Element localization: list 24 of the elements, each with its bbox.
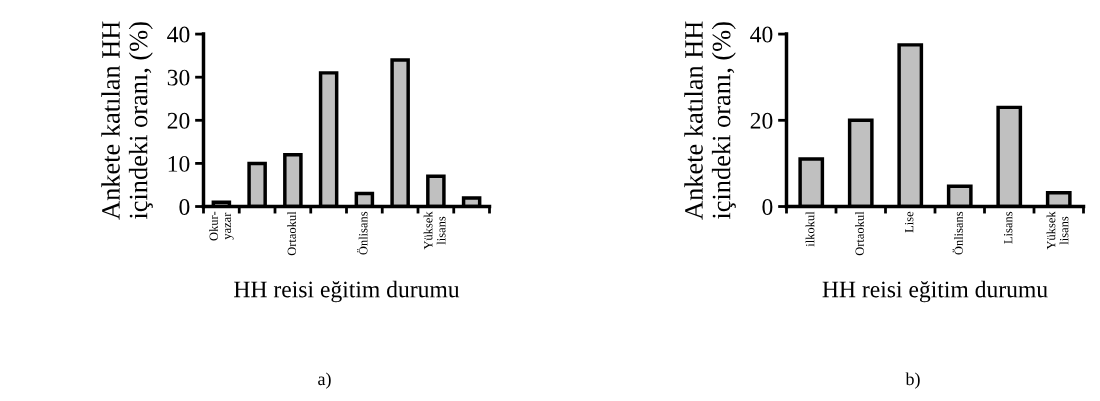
x-axis-title: HH reisi eğitim durumu (822, 280, 1048, 303)
x-tick-label: Yüksek lisans (423, 211, 446, 250)
x-tick-label: Ortaokul (287, 211, 296, 256)
text: b) (905, 372, 920, 389)
x-tick-label: Lise (904, 211, 914, 233)
x-tick-label: Yüksek lisans (1046, 211, 1069, 250)
x-tick-label: Lisans (1003, 211, 1013, 244)
x-tick-label: Okur- yazar (209, 211, 234, 241)
y-tick-label: 20 (167, 112, 190, 129)
y-tick-label: 30 (167, 69, 190, 86)
text: a) (318, 372, 331, 389)
y-axis-title: Ankete katılan HH içindeki oranı, (%) (684, 21, 736, 220)
x-tick-label: Ortaokul (855, 211, 864, 256)
y-axis-title: Ankete katılan HH içindeki oranı, (%) (101, 21, 153, 220)
y-tick-label: 20 (750, 112, 773, 129)
x-tick-label: Önlisans (952, 211, 963, 255)
y-tick-label: 40 (167, 26, 190, 43)
y-tick-label: 0 (179, 199, 190, 215)
x-tick-label: ilkokul (805, 211, 815, 247)
x-tick-label: Önlisans (357, 211, 368, 255)
y-tick-label: 40 (750, 26, 773, 43)
x-axis-title: HH reisi eğitim durumu (234, 280, 460, 303)
y-tick-label: 10 (168, 155, 190, 172)
y-tick-label: 0 (762, 199, 773, 215)
